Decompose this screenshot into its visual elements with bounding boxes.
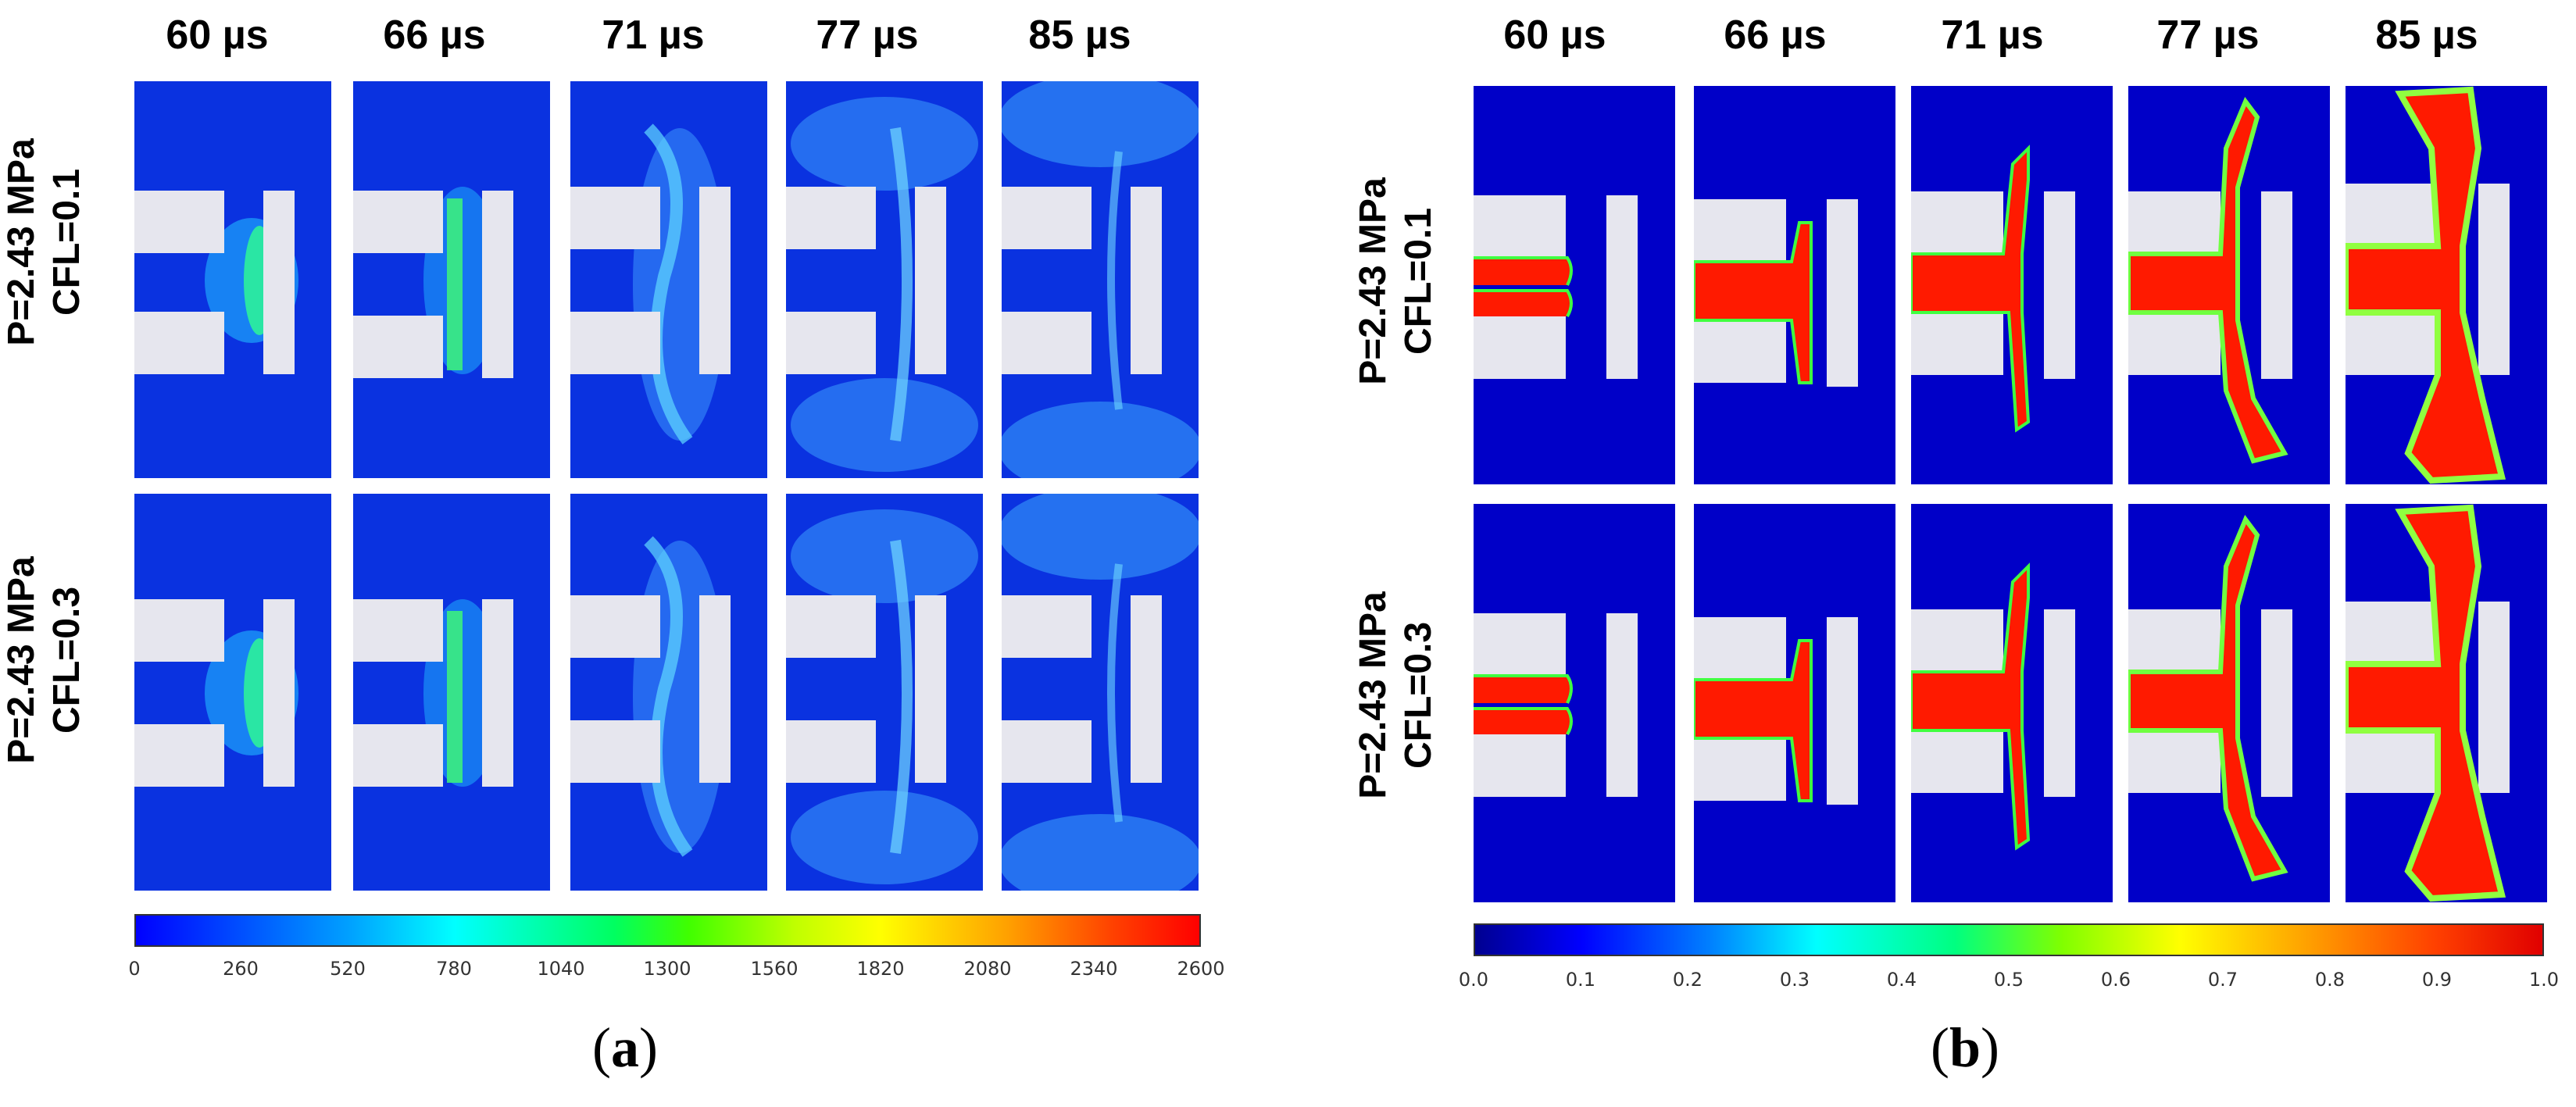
field-cell-a-r1-c2 [353, 81, 550, 478]
colorbar-tick: 2340 [1070, 958, 1118, 980]
time-label-a-5: 85 µs [1028, 12, 1131, 58]
cfl-label: CFL=0.3 [46, 586, 88, 734]
time-label-b-4: 77 µs [2156, 12, 2260, 58]
colorbar-tick: 1040 [537, 958, 585, 980]
field-cell-a-r1-c3 [570, 81, 767, 478]
colorbar-tick: 260 [223, 958, 259, 980]
colorbar-tick: 1300 [643, 958, 691, 980]
colorbar-a [134, 914, 1201, 947]
time-label-a-1: 60 µs [166, 12, 269, 58]
pressure-label: P=2.43 MPa [1, 138, 42, 346]
colorbar-tick: 0.8 [2314, 969, 2346, 991]
field-cell-b-r1-c1 [1474, 86, 1675, 484]
row-label-a-2: P=2.43 MPa CFL=0.3 [0, 504, 94, 816]
pressure-label: P=2.43 MPa [1, 556, 42, 764]
field-cell-b-r2-c5 [2346, 504, 2547, 902]
pressure-label: P=2.43 MPa [1352, 591, 1394, 799]
cfl-label: CFL=0.1 [46, 168, 88, 316]
colorbar-tick: 0.9 [2421, 969, 2453, 991]
row-label-b-2: P=2.43 MPa CFL=0.3 [1352, 539, 1445, 852]
time-label-a-3: 71 µs [602, 12, 705, 58]
field-cell-b-r2-c2 [1694, 504, 1895, 902]
field-cell-b-r1-c3 [1911, 86, 2113, 484]
colorbar-tick: 0.0 [1458, 969, 1489, 991]
time-label-b-3: 71 µs [1941, 12, 2044, 58]
time-label-a-2: 66 µs [383, 12, 486, 58]
time-label-b-1: 60 µs [1503, 12, 1606, 58]
colorbar-tick: 2080 [963, 958, 1012, 980]
colorbar-tick: 780 [436, 958, 472, 980]
cfl-label: CFL=0.3 [1398, 621, 1439, 770]
label-close-paren: ) [639, 1016, 658, 1079]
field-cell-a-r1-c1 [134, 81, 331, 478]
field-cell-a-r1-c5 [1002, 81, 1199, 478]
cfl-label: CFL=0.1 [1398, 207, 1439, 355]
colorbar-tick: 0.4 [1886, 969, 1917, 991]
colorbar-tick: 0.5 [1993, 969, 2024, 991]
colorbar-b [1474, 923, 2544, 956]
colorbar-tick: 1.0 [2528, 969, 2560, 991]
row-label-b-1: P=2.43 MPa CFL=0.1 [1352, 125, 1445, 437]
field-cell-b-r2-c1 [1474, 504, 1675, 902]
colorbar-tick: 0.1 [1565, 969, 1596, 991]
colorbar-tick: 2600 [1177, 958, 1225, 980]
label-open-paren: ( [1930, 1016, 1949, 1079]
row-label-a-1: P=2.43 MPa CFL=0.1 [0, 86, 94, 398]
field-cell-a-r2-c2 [353, 494, 550, 891]
field-cell-b-r2-c4 [2128, 504, 2330, 902]
field-cell-b-r1-c2 [1694, 86, 1895, 484]
label-letter: b [1949, 1016, 1981, 1079]
label-letter: a [611, 1016, 639, 1079]
field-cell-a-r1-c4 [786, 81, 983, 478]
pressure-label: P=2.43 MPa [1352, 177, 1394, 385]
colorbar-tick: 1820 [856, 958, 905, 980]
time-label-b-2: 66 µs [1724, 12, 1827, 58]
panel-a: 60 µs 66 µs 71 µs 77 µs 85 µs P=2.43 MPa… [0, 0, 1281, 1107]
colorbar-tick: 0.2 [1672, 969, 1703, 991]
label-open-paren: ( [592, 1016, 611, 1079]
subfigure-label-b: (b) [1887, 1016, 2043, 1080]
field-cell-a-r2-c1 [134, 494, 331, 891]
panel-b: 60 µs 66 µs 71 µs 77 µs 85 µs P=2.43 MPa… [1328, 0, 2576, 1107]
colorbar-tick: 0 [128, 958, 141, 980]
colorbar-tick: 1560 [750, 958, 799, 980]
field-cell-b-r1-c5 [2346, 86, 2547, 484]
colorbar-tick: 0.3 [1779, 969, 1810, 991]
field-cell-a-r2-c3 [570, 494, 767, 891]
field-cell-a-r2-c4 [786, 494, 983, 891]
field-cell-b-r2-c3 [1911, 504, 2113, 902]
colorbar-tick: 0.6 [2100, 969, 2131, 991]
colorbar-tick: 0.7 [2207, 969, 2238, 991]
label-close-paren: ) [1981, 1016, 1999, 1079]
time-label-b-5: 85 µs [2375, 12, 2478, 58]
field-cell-a-r2-c5 [1002, 494, 1199, 891]
time-label-a-4: 77 µs [816, 12, 919, 58]
colorbar-tick: 520 [330, 958, 366, 980]
subfigure-label-a: (a) [547, 1016, 703, 1080]
field-cell-b-r1-c4 [2128, 86, 2330, 484]
